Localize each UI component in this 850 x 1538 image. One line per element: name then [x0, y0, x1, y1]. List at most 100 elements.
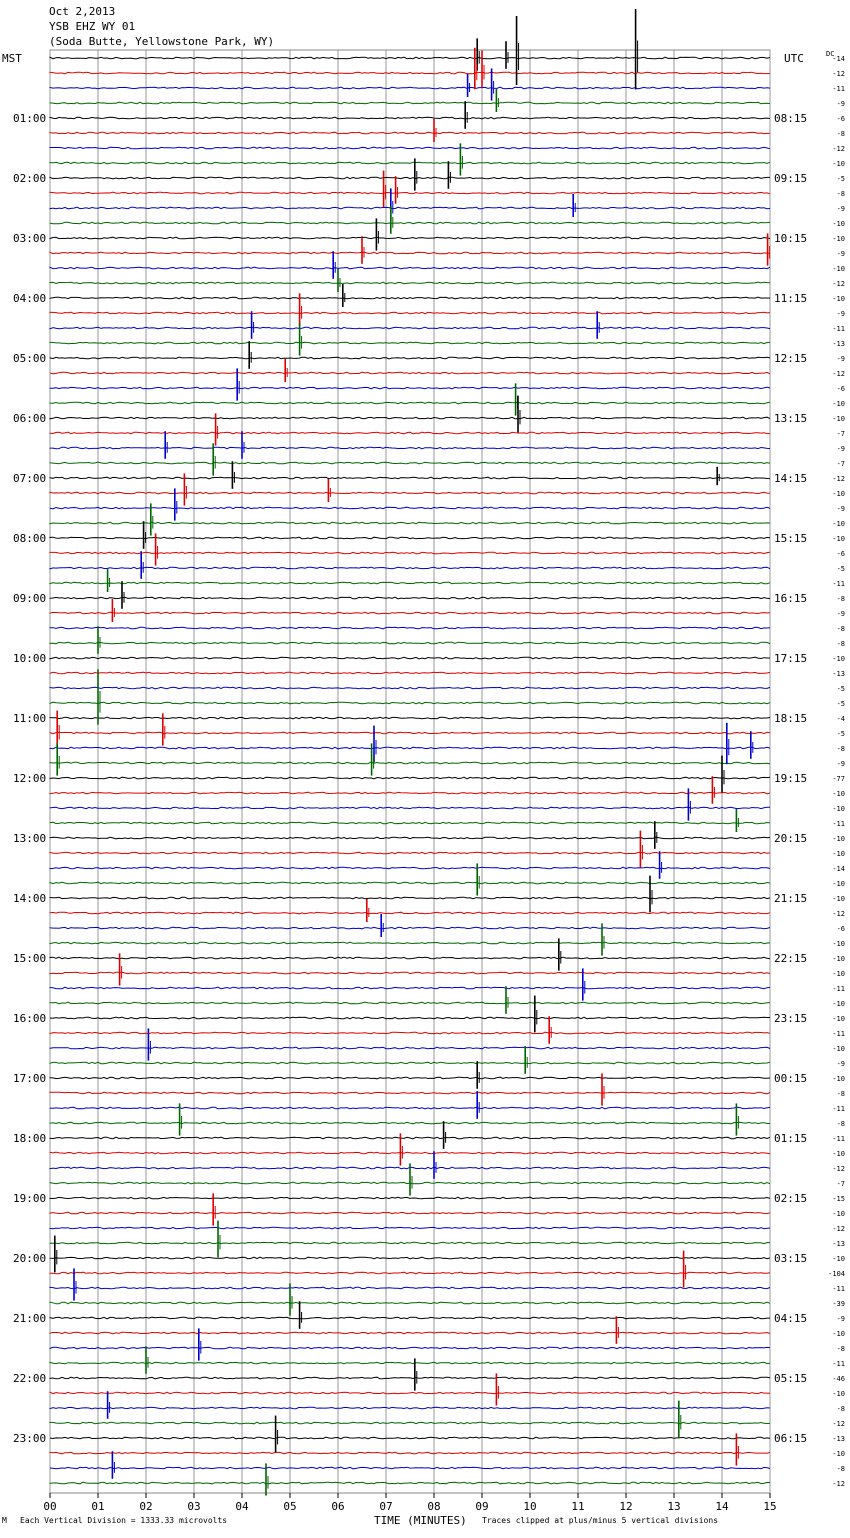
x-tick-label: 09 [475, 1500, 488, 1513]
dc-offset-label: -10 [832, 220, 845, 228]
trace-line [49, 1181, 771, 1185]
trace-line [49, 671, 771, 675]
station-code: YSB EHZ WY 01 [49, 20, 136, 33]
trace-line [49, 836, 771, 840]
dc-offset-label: -11 [832, 580, 845, 588]
dc-label: DC [826, 50, 834, 58]
dc-offset-label: -10 [832, 295, 845, 303]
left-hour-label: 14:00 [13, 892, 46, 905]
trace-line [49, 791, 771, 795]
dc-offset-label: -4 [837, 715, 845, 723]
dc-offset-label: -8 [837, 595, 845, 603]
trace-line [49, 1151, 771, 1155]
trace-line [49, 146, 771, 150]
dc-offset-label: -10 [832, 520, 845, 528]
trace-line [49, 131, 771, 135]
trace-line [49, 431, 770, 435]
dc-offset-label: -12 [832, 370, 845, 378]
trace-line [49, 746, 771, 750]
dc-offset-label: -12 [832, 280, 845, 288]
dc-offset-label: -7 [837, 430, 845, 438]
dc-offset-label: -10 [832, 1015, 845, 1023]
trace-line [49, 206, 771, 210]
right-hour-label: 09:15 [774, 172, 807, 185]
left-hour-label: 02:00 [13, 172, 46, 185]
dc-offset-label: -12 [832, 145, 845, 153]
trace-line [49, 1166, 771, 1170]
left-hour-label: 12:00 [13, 772, 46, 785]
trace-line [49, 971, 771, 975]
trace-line [49, 1466, 771, 1470]
dc-offset-label: -6 [837, 550, 845, 558]
dc-offset-label: -6 [837, 385, 845, 393]
trace-line [49, 926, 771, 930]
right-hour-label: 18:15 [774, 712, 807, 725]
dc-offset-label: -8 [837, 1345, 845, 1353]
left-hour-label: 18:00 [13, 1132, 46, 1145]
dc-offset-label: -11 [832, 985, 845, 993]
x-tick-label: 15 [763, 1500, 776, 1513]
trace-line [49, 776, 771, 780]
trace-line [49, 1016, 770, 1020]
plot-frame [49, 49, 771, 1494]
trace-line [49, 221, 771, 225]
x-tick-label: 07 [379, 1500, 392, 1513]
dc-offset-label: -9 [837, 355, 845, 363]
right-hour-label: 10:15 [774, 232, 807, 245]
right-timezone-label: UTC [784, 52, 804, 65]
trace-line [49, 251, 771, 255]
trace-line [49, 941, 771, 945]
trace-line [49, 806, 770, 810]
trace-line [49, 1301, 771, 1305]
trace-line [49, 476, 771, 480]
right-hour-label: 17:15 [774, 652, 807, 665]
dc-offset-label: -10 [832, 535, 845, 543]
trace-line [49, 1076, 771, 1080]
left-hour-label: 15:00 [13, 952, 46, 965]
dc-offset-label: -10 [832, 1150, 845, 1158]
dc-offset-label: -8 [837, 640, 845, 648]
trace-line [49, 1121, 770, 1125]
dc-offset-label: -10 [832, 790, 845, 798]
trace-line [49, 1061, 771, 1065]
dc-offset-label: -10 [832, 1210, 845, 1218]
trace-line [49, 191, 771, 195]
dc-offset-label: -5 [837, 175, 845, 183]
dc-offset-label: -7 [837, 460, 845, 468]
trace-line [49, 566, 771, 570]
dc-offset-label: -12 [832, 1165, 845, 1173]
trace-line [49, 1196, 771, 1200]
right-hour-label: 01:15 [774, 1132, 807, 1145]
trace-line [49, 71, 771, 75]
trace-line [49, 341, 771, 345]
dc-offset-label: -10 [832, 265, 845, 273]
dc-offset-label: -12 [832, 475, 845, 483]
x-tick-label: 08 [427, 1500, 440, 1513]
trace-line [49, 701, 771, 705]
dc-offset-label: -9 [837, 100, 845, 108]
trace-line [49, 1346, 771, 1350]
trace-line [49, 1046, 771, 1050]
trace-line [49, 506, 771, 510]
dc-offset-label: -12 [832, 1480, 845, 1488]
dc-offset-label: -10 [832, 940, 845, 948]
dc-offset-label: -9 [837, 610, 845, 618]
left-timezone-label: MST [2, 52, 22, 65]
trace-line [49, 401, 771, 405]
right-hour-label: 02:15 [774, 1192, 807, 1205]
left-hour-label: 01:00 [13, 112, 46, 125]
left-hour-label: 22:00 [13, 1372, 46, 1385]
dc-offset-label: -10 [832, 655, 845, 663]
dc-offset-label: -11 [832, 1030, 845, 1038]
x-tick-label: 12 [619, 1500, 632, 1513]
right-hour-label: 21:15 [774, 892, 807, 905]
dc-offset-label: -8 [837, 745, 845, 753]
trace-line [49, 1226, 771, 1230]
right-hour-label: 14:15 [774, 472, 807, 485]
trace-line [49, 266, 771, 270]
dc-offset-label: -8 [837, 1405, 845, 1413]
trace-line [49, 1106, 771, 1110]
dc-offset-label: -15 [832, 1195, 845, 1203]
x-axis-title: TIME (MINUTES) [374, 1514, 467, 1527]
left-hour-label: 19:00 [13, 1192, 46, 1205]
